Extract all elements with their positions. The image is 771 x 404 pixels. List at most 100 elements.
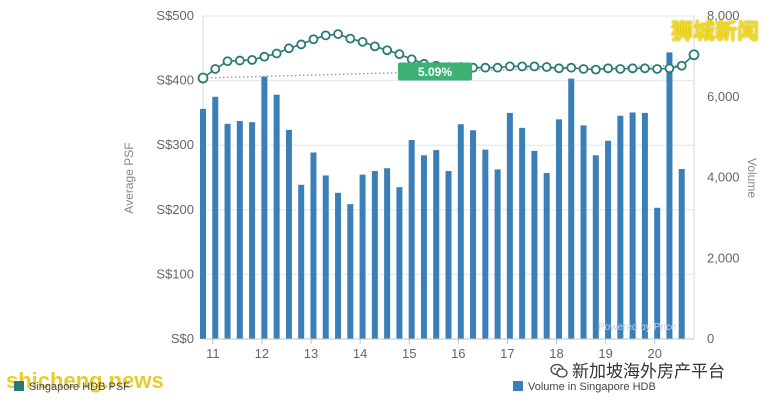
- psf-point: [554, 63, 564, 74]
- legend-line[interactable]: Singapore HDB PSF: [14, 381, 130, 393]
- psf-point: [296, 39, 307, 50]
- left-tick-label: S$200: [156, 202, 194, 217]
- volume-bar: [298, 184, 305, 339]
- x-tick-label: 18: [549, 346, 563, 361]
- left-tick-label: S$100: [156, 266, 194, 281]
- change-badge: 5.09%: [398, 62, 472, 81]
- psf-point: [688, 49, 700, 61]
- volume-bar: [641, 112, 648, 340]
- volume-bar: [335, 192, 342, 339]
- right-tick-label: 4,000: [707, 170, 740, 185]
- psf-point: [504, 61, 515, 72]
- psf-point: [271, 48, 282, 59]
- psf-point: [234, 55, 245, 66]
- psf-point: [382, 45, 393, 56]
- psf-point: [640, 63, 650, 74]
- psf-point: [603, 63, 613, 74]
- volume-bar: [592, 155, 599, 339]
- left-tick-label: S$0: [171, 331, 194, 346]
- psf-point: [529, 61, 540, 72]
- psf-point: [320, 30, 331, 41]
- volume-bar: [617, 115, 624, 339]
- left-axis-title: Average PSF: [122, 142, 136, 213]
- volume-bar: [408, 139, 415, 339]
- left-tick-label: S$400: [156, 73, 194, 88]
- legend-line-swatch: [14, 381, 24, 391]
- volume-bar: [482, 149, 489, 339]
- x-tick-label: 14: [353, 346, 367, 361]
- watermark-wechat: 新加坡海外房产平台: [550, 357, 725, 382]
- psf-point: [652, 64, 663, 74]
- psf-point: [259, 51, 270, 62]
- wechat-icon: [550, 363, 568, 378]
- right-tick-label: 0: [707, 331, 714, 346]
- volume-bar: [224, 123, 231, 340]
- volume-bar: [543, 173, 550, 339]
- legend-bar-label: Volume in Singapore HDB: [528, 381, 656, 393]
- powered-by-credit: Powered by Price: [598, 322, 677, 333]
- psf-point: [627, 63, 638, 74]
- volume-bar: [433, 150, 440, 339]
- psf-point: [566, 62, 577, 73]
- volume-bar: [371, 171, 378, 339]
- psf-point: [357, 36, 368, 47]
- psf-point: [406, 54, 417, 65]
- badge-label: 5.09%: [418, 65, 452, 79]
- psf-point: [247, 55, 258, 65]
- volume-bar: [654, 207, 661, 339]
- x-tick-label: 12: [255, 346, 269, 361]
- right-tick-label: 6,000: [707, 89, 740, 104]
- volume-bar: [470, 130, 477, 339]
- x-tick-label: 19: [598, 346, 612, 361]
- psf-point: [308, 34, 319, 45]
- volume-bar: [261, 76, 268, 339]
- volume-bar: [285, 129, 292, 339]
- volume-bar: [200, 108, 206, 339]
- psf-point: [541, 62, 552, 72]
- volume-bar: [555, 119, 562, 339]
- psf-point: [664, 63, 675, 74]
- psf-point: [284, 43, 294, 54]
- axes: S$0 S$100 S$200 S$300 S$400 S$500 0 2,000 4,000 6…: [122, 8, 759, 361]
- legend-bar-swatch: [513, 381, 523, 391]
- left-tick-label: S$300: [156, 137, 194, 152]
- volume-bar: [384, 168, 391, 339]
- right-tick-label: 2,000: [707, 250, 740, 265]
- volume-bar: [445, 171, 452, 339]
- volume-bar: [457, 124, 464, 339]
- right-tick-label: 8,000: [707, 8, 740, 23]
- psf-point: [333, 29, 343, 39]
- volume-bar: [666, 52, 673, 340]
- psf-point: [480, 62, 491, 73]
- volume-bar: [605, 140, 612, 339]
- psf-point: [369, 41, 380, 52]
- volume-bar: [322, 175, 329, 339]
- volume-bar: [678, 169, 685, 339]
- volume-bar: [506, 112, 513, 340]
- volume-bar: [531, 150, 538, 339]
- x-tick-label: 13: [304, 346, 318, 361]
- psf-point: [590, 64, 601, 75]
- legend-line-label: Singapore HDB PSF: [29, 381, 130, 393]
- left-tick-label: S$500: [156, 8, 194, 23]
- volume-bar: [568, 78, 575, 340]
- volume-bar: [359, 174, 366, 339]
- legend-bar[interactable]: Volume in Singapore HDB: [513, 381, 656, 393]
- psf-point: [615, 64, 626, 74]
- volume-bar: [212, 96, 219, 339]
- volume-bar: [310, 152, 317, 339]
- psf-point: [492, 62, 503, 73]
- x-tick-label: 15: [402, 346, 416, 361]
- x-tick-label: 16: [451, 346, 465, 361]
- volume-bar: [396, 187, 403, 339]
- watermark-bottom-left: shicheng.news: [6, 368, 164, 393]
- x-tick-label: 17: [500, 346, 514, 361]
- x-tick-label: 20: [647, 346, 661, 361]
- badge-box: [398, 62, 472, 81]
- x-tick-label: 11: [206, 346, 220, 361]
- psf-point: [210, 64, 221, 74]
- volume-bar: [629, 112, 636, 339]
- right-axis-title: Volume: [745, 158, 759, 198]
- volume-bars: [200, 52, 685, 340]
- watermark-top-right: 狮城新闻: [670, 20, 759, 45]
